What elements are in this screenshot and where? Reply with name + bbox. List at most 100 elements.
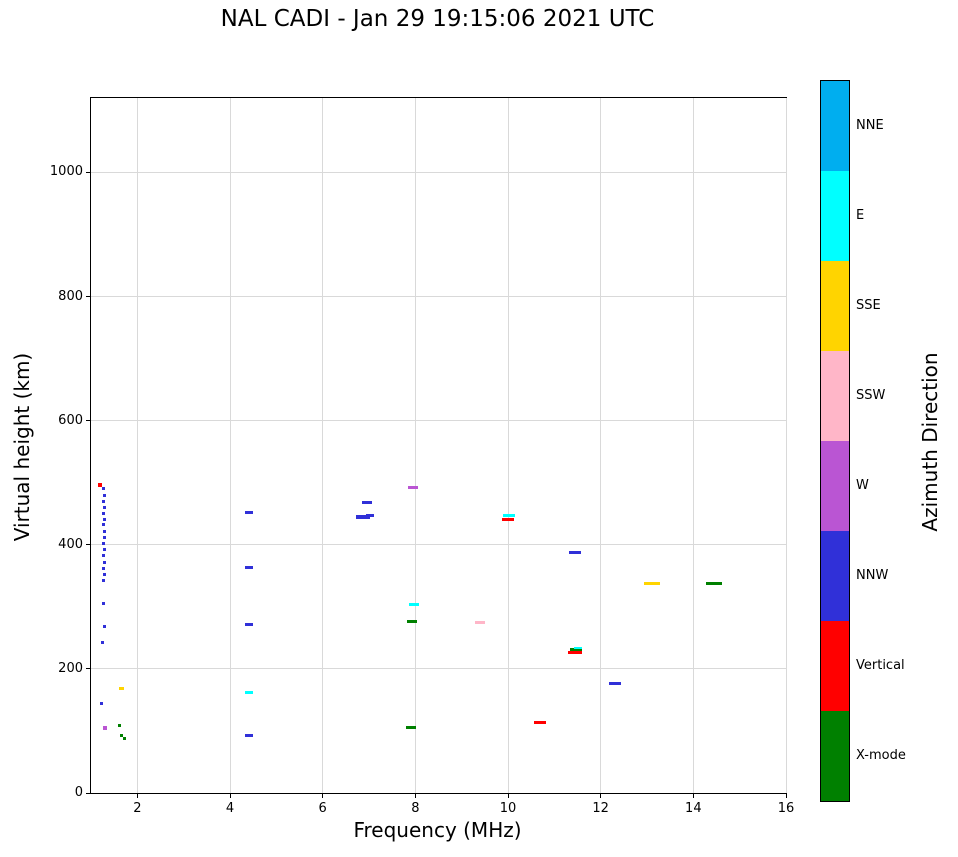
chart-title: NAL CADI - Jan 29 19:15:06 2021 UTC: [220, 6, 655, 32]
data-point-nnw: [103, 573, 107, 577]
data-point-x-mode: [406, 620, 417, 624]
data-point-nnw: [103, 548, 107, 552]
x-axis-label: Frequency (MHz): [353, 818, 522, 842]
plot-area: 2 4 6 8 10 12 14 16 0 200 400 600 800 1000: [50, 97, 794, 816]
data-point-nnw: [102, 511, 106, 515]
data-point-nnw: [365, 513, 374, 517]
data-point-nnw: [245, 566, 254, 570]
data-point-x-mode: [706, 581, 723, 585]
data-point-nnw: [103, 560, 107, 564]
x-tick-mark: [600, 793, 602, 798]
data-point-nnw: [101, 641, 105, 645]
data-point-nnw: [103, 506, 107, 510]
y-tick-label: 800: [58, 288, 83, 304]
colorbar-segment-ssw: [821, 351, 849, 441]
gridline-vertical: [136, 98, 138, 793]
colorbar-segment-nnw: [821, 531, 849, 621]
data-point-nnw: [102, 566, 106, 570]
x-tick-label: 16: [777, 801, 795, 816]
x-tick-label: 4: [225, 801, 235, 816]
x-tick-label: 8: [411, 801, 420, 816]
x-tick-mark: [136, 793, 138, 798]
colorbar-axis-label: Azimuth Direction: [918, 352, 942, 532]
data-point-nnw: [102, 487, 106, 491]
colorbar-segment-sse: [821, 261, 849, 351]
y-tick-mark: [86, 171, 91, 173]
gridline-vertical: [414, 98, 416, 793]
data-point-nnw: [608, 681, 621, 685]
data-point-nnw: [102, 542, 106, 546]
data-point-nnw: [569, 551, 582, 555]
gridline-horizontal: [91, 420, 786, 422]
colorbar-segment-w: [821, 441, 849, 531]
x-tick-label: 10: [499, 801, 517, 816]
data-point-nnw: [103, 517, 107, 521]
x-tick-label: 2: [133, 801, 142, 816]
colorbar-segment-e: [821, 171, 849, 261]
colorbar-segment-vertical: [821, 621, 849, 711]
gridline-horizontal: [91, 296, 786, 298]
colorbar-label-nne: NNE: [856, 118, 884, 133]
y-tick-label: 600: [58, 412, 83, 428]
data-point-x-mode: [118, 724, 122, 728]
data-point-nnw: [103, 493, 107, 497]
data-point-nnw: [102, 602, 106, 606]
gridline-vertical: [785, 98, 787, 793]
data-point-nnw: [356, 515, 371, 520]
data-point-ssw: [475, 620, 486, 624]
data-point-sse: [118, 687, 124, 691]
colorbar-label-sse: SSE: [856, 298, 881, 313]
data-point-nnw: [361, 501, 372, 505]
gridline-horizontal: [91, 544, 786, 546]
data-point-nnw: [244, 622, 253, 626]
data-point-vertical: [502, 517, 514, 521]
gridline-vertical: [600, 98, 602, 793]
y-tick-label: 1000: [49, 164, 83, 180]
x-tick-label: 14: [685, 801, 702, 816]
x-tick-label: 12: [592, 801, 609, 816]
x-tick-mark: [322, 793, 324, 798]
data-point-nnw: [102, 523, 106, 527]
y-tick-mark: [86, 420, 91, 422]
colorbar-label-w: W: [856, 478, 869, 493]
y-tick-mark: [86, 668, 91, 670]
azimuth-colorbar: NNE E SSE SSW W NNW Vertical X-mode: [820, 80, 906, 802]
y-tick-label: 400: [58, 536, 83, 552]
colorbar-segment-x-mode: [821, 711, 849, 801]
data-point-nnw: [102, 499, 106, 503]
data-point-nnw: [103, 529, 107, 533]
x-tick-mark: [785, 793, 787, 798]
data-point-e: [573, 647, 582, 650]
data-point-nnw: [103, 625, 107, 629]
x-tick-label: 6: [318, 801, 327, 816]
gridline-vertical: [507, 98, 509, 793]
y-tick-mark: [86, 792, 91, 794]
data-point-w: [102, 725, 107, 730]
x-tick-mark: [507, 793, 509, 798]
data-point-nnw: [99, 701, 103, 705]
colorbar-label-nnw: NNW: [856, 568, 889, 583]
data-point-x-mode: [120, 734, 124, 738]
data-point-e: [408, 603, 419, 607]
data-point-vertical: [98, 482, 103, 487]
gridline-vertical: [229, 98, 231, 793]
gridline-horizontal: [91, 171, 786, 173]
data-point-nnw: [102, 554, 106, 558]
data-point-x-mode: [122, 736, 126, 740]
y-tick-label: 0: [74, 785, 83, 800]
data-point-x-mode: [405, 726, 416, 730]
colorbar-segment-nne: [821, 81, 849, 171]
colorbar-label-e: E: [856, 208, 865, 223]
colorbar-label-vertical: Vertical: [856, 658, 905, 673]
y-axis-label: Virtual height (km): [10, 352, 34, 542]
colorbar-label-ssw: SSW: [856, 388, 886, 403]
gridline-vertical: [692, 98, 694, 793]
data-point-nnw: [102, 579, 106, 583]
data-point-vertical: [534, 720, 547, 724]
gridline-vertical: [322, 98, 324, 793]
y-tick-mark: [86, 544, 91, 546]
data-point-sse: [643, 581, 660, 585]
colorbar-label-x-mode: X-mode: [856, 748, 906, 763]
data-point-w: [408, 485, 419, 489]
